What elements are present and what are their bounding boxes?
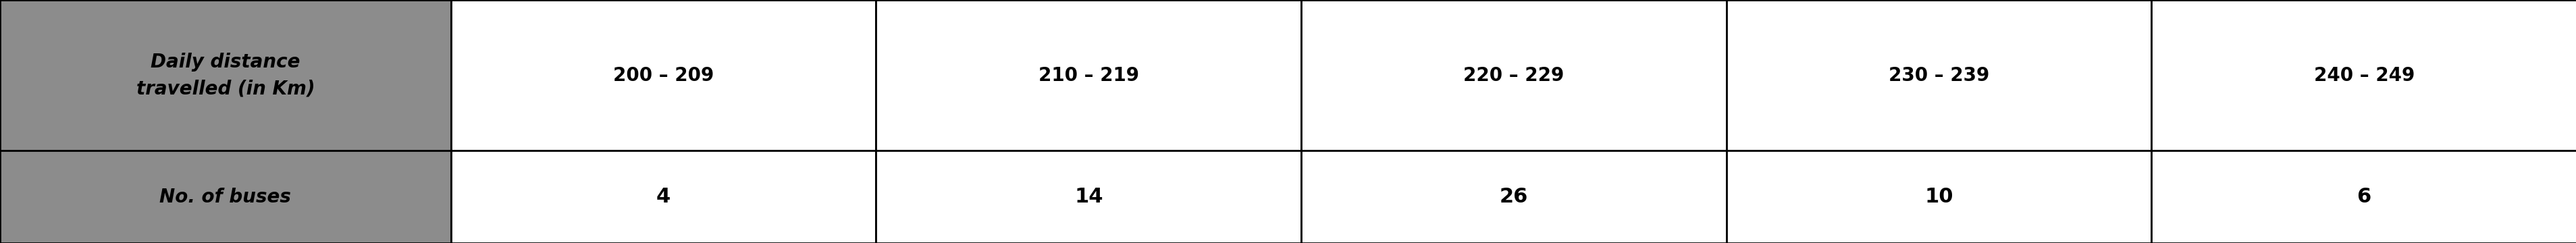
Text: 210 – 219: 210 – 219 — [1038, 66, 1139, 85]
Text: 200 – 209: 200 – 209 — [613, 66, 714, 85]
Text: 6: 6 — [2357, 187, 2370, 207]
Text: 26: 26 — [1499, 187, 1528, 207]
Text: 240 – 249: 240 – 249 — [2313, 66, 2414, 85]
Bar — [876, 151, 1301, 243]
Bar — [1726, 151, 2151, 243]
Bar — [876, 0, 1301, 151]
Text: 4: 4 — [657, 187, 670, 207]
Bar — [1726, 0, 2151, 151]
Text: Daily distance
travelled (in Km): Daily distance travelled (in Km) — [137, 53, 314, 98]
Bar — [1301, 0, 1726, 151]
Bar — [2151, 151, 2576, 243]
Bar — [0, 0, 451, 243]
Text: 220 – 229: 220 – 229 — [1463, 66, 1564, 85]
Bar — [451, 151, 876, 243]
Bar — [1301, 151, 1726, 243]
Text: 14: 14 — [1074, 187, 1103, 207]
Text: No. of buses: No. of buses — [160, 187, 291, 206]
Bar — [451, 0, 876, 151]
Bar — [2151, 0, 2576, 151]
Text: 230 – 239: 230 – 239 — [1888, 66, 1989, 85]
Text: 10: 10 — [1924, 187, 1953, 207]
